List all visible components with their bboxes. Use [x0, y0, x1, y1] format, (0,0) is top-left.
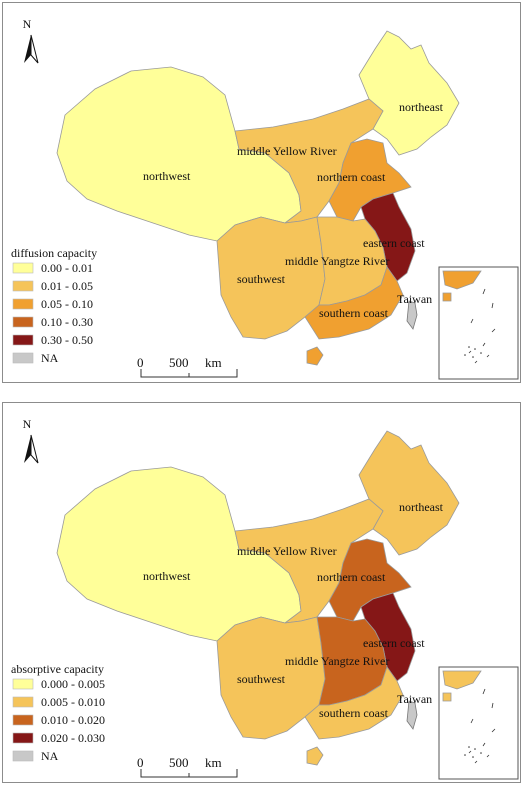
legend-swatch: [12, 334, 34, 346]
scale-bar: 0 500 km: [137, 355, 238, 378]
region-hainan: [306, 746, 324, 766]
inset-hainan: [442, 292, 452, 302]
legend: diffusion capacity 0.00 - 0.01 0.01 - 0.0…: [11, 246, 97, 365]
legend-swatch: [12, 732, 34, 744]
legend-label: 0.05 - 0.10: [41, 297, 93, 311]
legend-label: 0.10 - 0.30: [41, 315, 93, 329]
scale-bar-unit: km: [205, 355, 222, 370]
inset-hainan: [442, 692, 452, 702]
north-arrow-icon: N: [23, 417, 39, 464]
legend-label: 0.010 - 0.020: [41, 713, 105, 727]
legend-title: diffusion capacity: [11, 246, 97, 260]
south-china-sea-inset: [438, 266, 519, 380]
region-label-northwest: northwest: [143, 169, 191, 183]
map-svg: N northwest northeast middle Yellow Rive…: [11, 417, 519, 780]
region-taiwan: [406, 300, 418, 330]
region-label-middle-yangtze-river: middle Yangtze River: [285, 654, 389, 668]
scale-bar-start: 0: [137, 755, 144, 770]
map-svg: N northwest northeast middle Yellow Rive…: [11, 17, 519, 380]
region-label-middle-yangtze-river: middle Yangtze River: [285, 254, 389, 268]
region-label-middle-yellow-river: middle Yellow River: [237, 544, 337, 558]
legend-label: 0.30 - 0.50: [41, 333, 93, 347]
region-label-taiwan: Taiwan: [397, 692, 432, 706]
map-panel-diffusion: N northwest northeast middle Yellow Rive…: [2, 2, 521, 383]
legend: absorptive capacity 0.000 - 0.005 0.005 -…: [11, 662, 105, 763]
region-label-middle-yellow-river: middle Yellow River: [237, 144, 337, 158]
region-label-northern-coast: northern coast: [317, 570, 386, 584]
legend-swatch: [12, 316, 34, 328]
region-label-southern-coast: southern coast: [319, 306, 389, 320]
region-label-eastern-coast: eastern coast: [363, 636, 425, 650]
legend-swatch: [12, 750, 34, 762]
map-panel-absorptive: N northwest northeast middle Yellow Rive…: [2, 402, 521, 783]
region-label-southwest: southwest: [237, 672, 286, 686]
region-label-taiwan: Taiwan: [397, 292, 432, 306]
region-label-southwest: southwest: [237, 272, 286, 286]
region-label-northeast: northeast: [399, 500, 444, 514]
south-china-sea-inset: [438, 666, 519, 780]
scale-bar-start: 0: [137, 355, 144, 370]
legend-swatch: [12, 678, 34, 690]
legend-swatch: [12, 696, 34, 708]
scale-bar-end: 500: [169, 755, 189, 770]
inset-region: [442, 670, 482, 690]
legend-swatch: [12, 262, 34, 274]
legend-title: absorptive capacity: [11, 662, 104, 676]
legend-swatch: [12, 298, 34, 310]
region-label-northern-coast: northern coast: [317, 170, 386, 184]
legend-label: NA: [41, 351, 59, 365]
scale-bar-unit: km: [205, 755, 222, 770]
north-arrow-icon: N: [23, 17, 39, 64]
region-southern-coast: [304, 266, 404, 340]
legend-label: 0.01 - 0.05: [41, 279, 93, 293]
legend-label: NA: [41, 749, 59, 763]
legend-label: 0.000 - 0.005: [41, 677, 105, 691]
scale-bar-end: 500: [169, 355, 189, 370]
legend-swatch: [12, 714, 34, 726]
legend-label: 0.00 - 0.01: [41, 261, 93, 275]
region-southern-coast: [304, 666, 404, 740]
region-label-eastern-coast: eastern coast: [363, 236, 425, 250]
region-northeast: [358, 30, 460, 156]
region-label-southern-coast: southern coast: [319, 706, 389, 720]
legend-label: 0.005 - 0.010: [41, 695, 105, 709]
north-arrow-label: N: [23, 17, 32, 31]
region-taiwan: [406, 700, 418, 730]
region-label-northwest: northwest: [143, 569, 191, 583]
north-arrow-label: N: [23, 417, 32, 431]
region-label-northeast: northeast: [399, 100, 444, 114]
legend-swatch: [12, 352, 34, 364]
legend-label: 0.020 - 0.030: [41, 731, 105, 745]
region-northeast: [358, 430, 460, 556]
inset-region: [442, 270, 482, 290]
scale-bar: 0 500 km: [137, 755, 238, 778]
legend-swatch: [12, 280, 34, 292]
region-hainan: [306, 346, 324, 366]
